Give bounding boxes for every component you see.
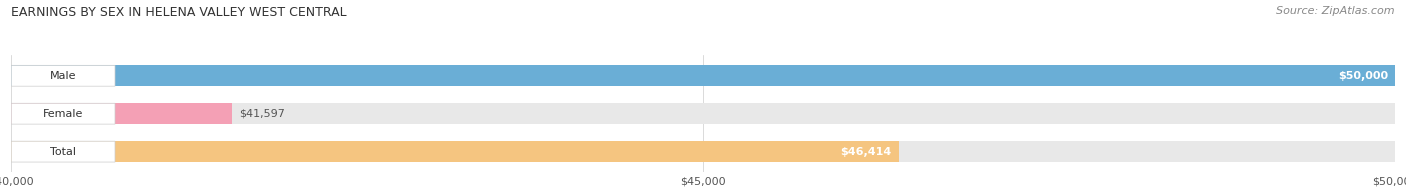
Text: $46,414: $46,414 (841, 147, 891, 157)
Text: Male: Male (49, 71, 76, 81)
Bar (11, 103, 232, 124)
FancyBboxPatch shape (11, 103, 115, 124)
Text: Total: Total (51, 147, 76, 157)
Bar (11, 65, 1395, 86)
Text: $41,597: $41,597 (239, 109, 285, 119)
FancyBboxPatch shape (11, 141, 115, 162)
Text: EARNINGS BY SEX IN HELENA VALLEY WEST CENTRAL: EARNINGS BY SEX IN HELENA VALLEY WEST CE… (11, 6, 347, 19)
Bar (11, 141, 1395, 162)
FancyBboxPatch shape (11, 65, 115, 86)
Bar (11, 65, 1395, 86)
Bar (11, 103, 1395, 124)
Bar (11, 141, 898, 162)
Text: Female: Female (44, 109, 83, 119)
Text: $50,000: $50,000 (1337, 71, 1388, 81)
Text: Source: ZipAtlas.com: Source: ZipAtlas.com (1277, 6, 1395, 16)
